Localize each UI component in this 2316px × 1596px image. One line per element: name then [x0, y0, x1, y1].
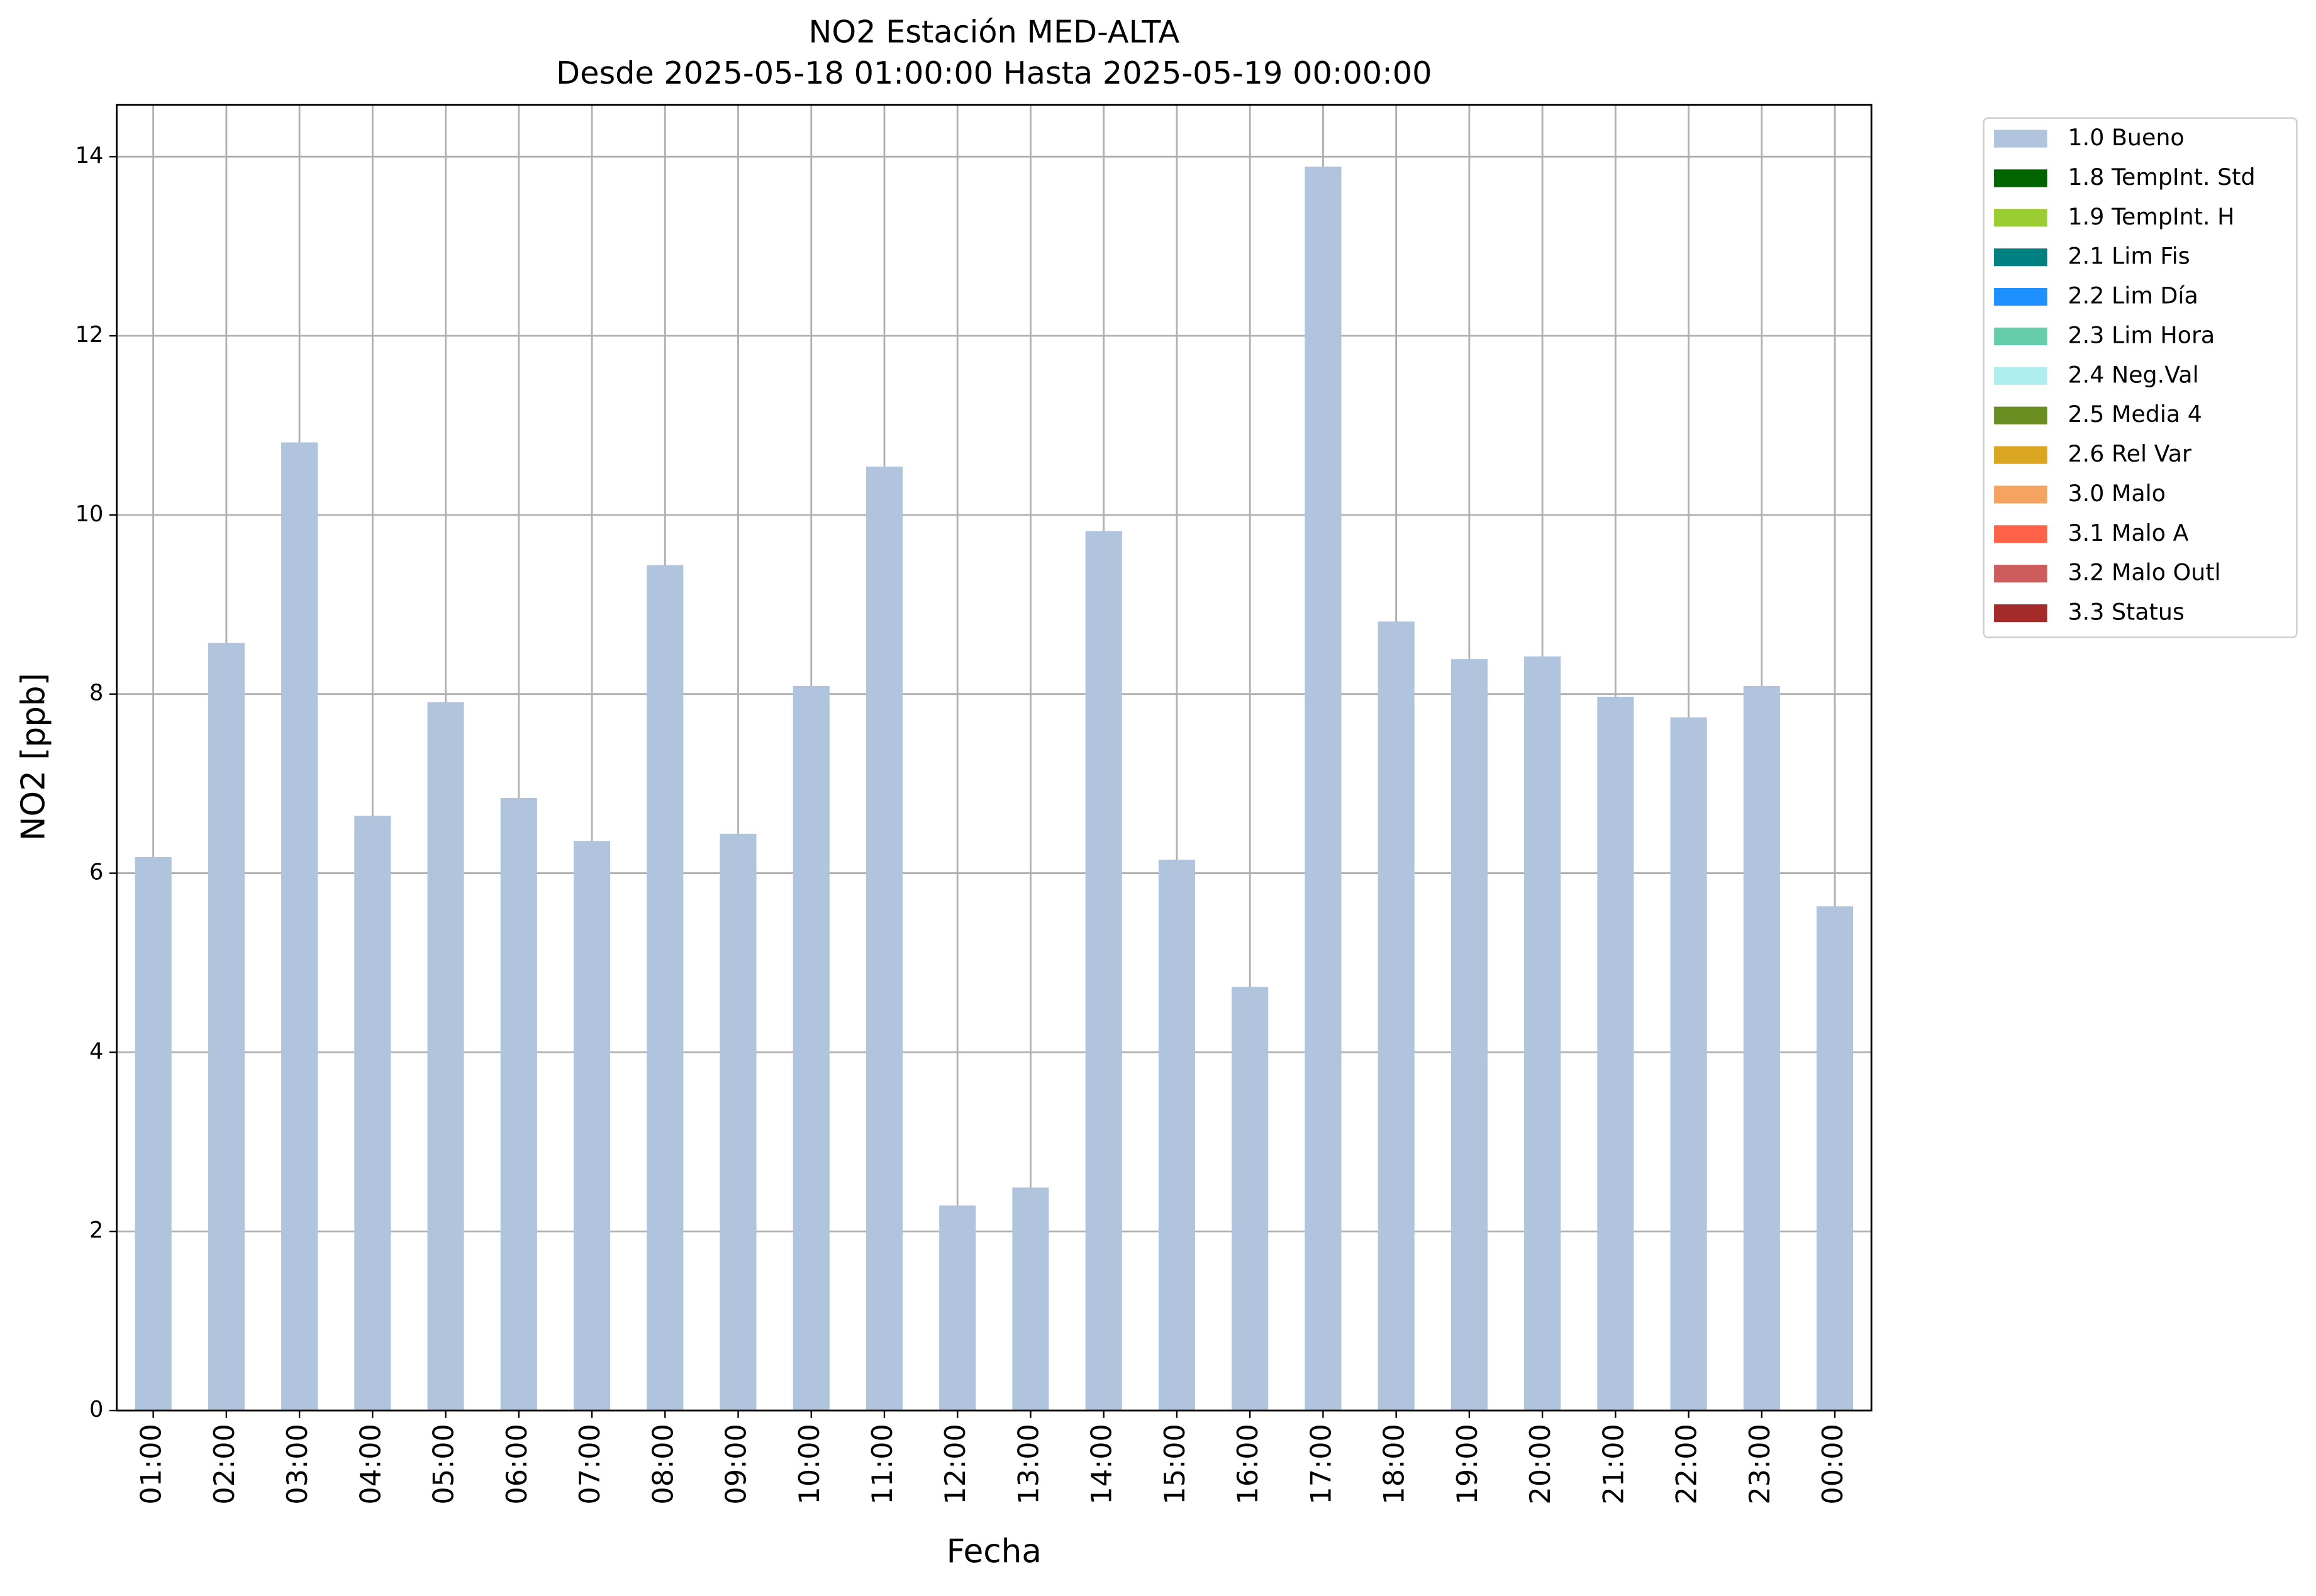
chart-title: NO2 Estación MED-ALTA [808, 13, 1179, 50]
legend: 1.0 Bueno 1.8 TempInt. Std 1.9 TempInt. H 2… [1994, 124, 2256, 626]
plot-frame [116, 104, 1873, 1412]
x-tick-label: 06:00 [501, 1424, 533, 1504]
bar [1743, 685, 1780, 1411]
bar [427, 702, 464, 1411]
legend-label: 1.9 TempInt. H [2068, 203, 2235, 230]
x-tick-label: 09:00 [720, 1424, 753, 1504]
legend-label: 2.6 Rel Var [2068, 440, 2192, 467]
y-tick-label: 4 [89, 1038, 103, 1064]
legend-label: 2.1 Lim Fis [2068, 243, 2190, 270]
y-tick-label: 8 [89, 680, 103, 706]
x-tick-label: 20:00 [1524, 1424, 1557, 1504]
y-axis-label: NO2 [ppb] [14, 673, 52, 841]
bar [1450, 659, 1488, 1411]
y-tick-label: 14 [75, 143, 104, 169]
x-tick-label: 14:00 [1086, 1424, 1118, 1504]
legend-label: 3.0 Malo [2068, 480, 2166, 507]
y-tick-label: 6 [89, 860, 103, 885]
x-tick-label: 04:00 [354, 1424, 387, 1504]
bar [1378, 621, 1415, 1411]
legend-label: 2.3 Lim Hora [2068, 321, 2215, 348]
axes: 0 2 4 6 8 10 12 14 01:00 02:00 03:00 04:00 05:00 06:0… [75, 143, 1850, 1504]
legend-swatch [1994, 525, 2047, 543]
legend-swatch [1994, 485, 2047, 504]
x-tick-label: 21:00 [1597, 1424, 1630, 1504]
x-tick-label: 07:00 [574, 1424, 606, 1504]
legend-swatch [1994, 565, 2047, 583]
bar [793, 685, 830, 1411]
legend-swatch [1994, 248, 2047, 267]
x-tick-label: 19:00 [1451, 1424, 1484, 1504]
bar [1670, 717, 1707, 1411]
legend-swatch [1994, 169, 2047, 187]
bar [1524, 656, 1561, 1411]
bar [1305, 166, 1342, 1411]
x-tick-label: 23:00 [1744, 1424, 1776, 1504]
chart-subtitle: Desde 2025-05-18 01:00:00 Hasta 2025-05-… [556, 55, 1432, 91]
x-tick-label: 18:00 [1378, 1424, 1411, 1504]
legend-swatch [1994, 367, 2047, 385]
legend-swatch [1994, 287, 2047, 306]
legend-label: 2.2 Lim Día [2068, 282, 2198, 309]
bar [647, 565, 684, 1411]
bar [281, 442, 318, 1411]
x-tick-label: 17:00 [1305, 1424, 1337, 1504]
x-axis-label: Fecha [947, 1533, 1042, 1571]
bar [1158, 860, 1195, 1411]
legend-swatch [1994, 130, 2047, 148]
x-tick-label: 22:00 [1671, 1424, 1703, 1504]
bar [354, 816, 391, 1411]
bar [1817, 906, 1854, 1411]
legend-label: 3.3 Status [2068, 599, 2185, 626]
bar [1085, 531, 1122, 1411]
bar [1012, 1187, 1049, 1411]
y-tick-label: 0 [89, 1397, 103, 1422]
legend-label: 3.2 Malo Outl [2068, 559, 2221, 586]
x-tick-label: 16:00 [1232, 1424, 1264, 1504]
x-tick-label: 05:00 [428, 1424, 460, 1504]
x-tick-label: 00:00 [1817, 1424, 1849, 1504]
legend-swatch [1994, 406, 2047, 424]
x-tick-label: 13:00 [1012, 1424, 1045, 1504]
x-tick-label: 10:00 [793, 1424, 826, 1504]
x-tick-label: 02:00 [208, 1424, 241, 1504]
bar [500, 797, 537, 1411]
bar [939, 1205, 976, 1411]
bar [1597, 696, 1634, 1411]
bar [1232, 987, 1269, 1411]
x-tick-label: 11:00 [866, 1424, 899, 1504]
legend-swatch [1994, 209, 2047, 227]
legend-box [1983, 117, 2298, 638]
bar [135, 856, 172, 1411]
legend-label: 3.1 Malo A [2068, 519, 2189, 546]
y-tick-label: 10 [75, 501, 104, 527]
bar [720, 833, 757, 1411]
y-tick-label: 12 [75, 322, 104, 348]
legend-label: 2.4 Neg.Val [2068, 361, 2199, 388]
legend-label: 1.0 Bueno [2068, 124, 2185, 151]
bar [208, 643, 245, 1411]
legend-label: 1.8 TempInt. Std [2068, 163, 2256, 191]
x-tick-label: 12:00 [939, 1424, 972, 1504]
legend-label: 2.5 Media 4 [2068, 401, 2202, 428]
x-tick-label: 01:00 [135, 1424, 168, 1504]
x-tick-label: 03:00 [281, 1424, 314, 1504]
x-tick-label: 08:00 [647, 1424, 679, 1504]
y-tick-label: 2 [89, 1217, 103, 1243]
bar [573, 841, 611, 1411]
bars [135, 166, 1854, 1411]
legend-swatch [1994, 446, 2047, 464]
legend-swatch [1994, 327, 2047, 346]
bar [866, 466, 903, 1411]
x-tick-label: 15:00 [1159, 1424, 1191, 1504]
legend-swatch [1994, 604, 2047, 623]
